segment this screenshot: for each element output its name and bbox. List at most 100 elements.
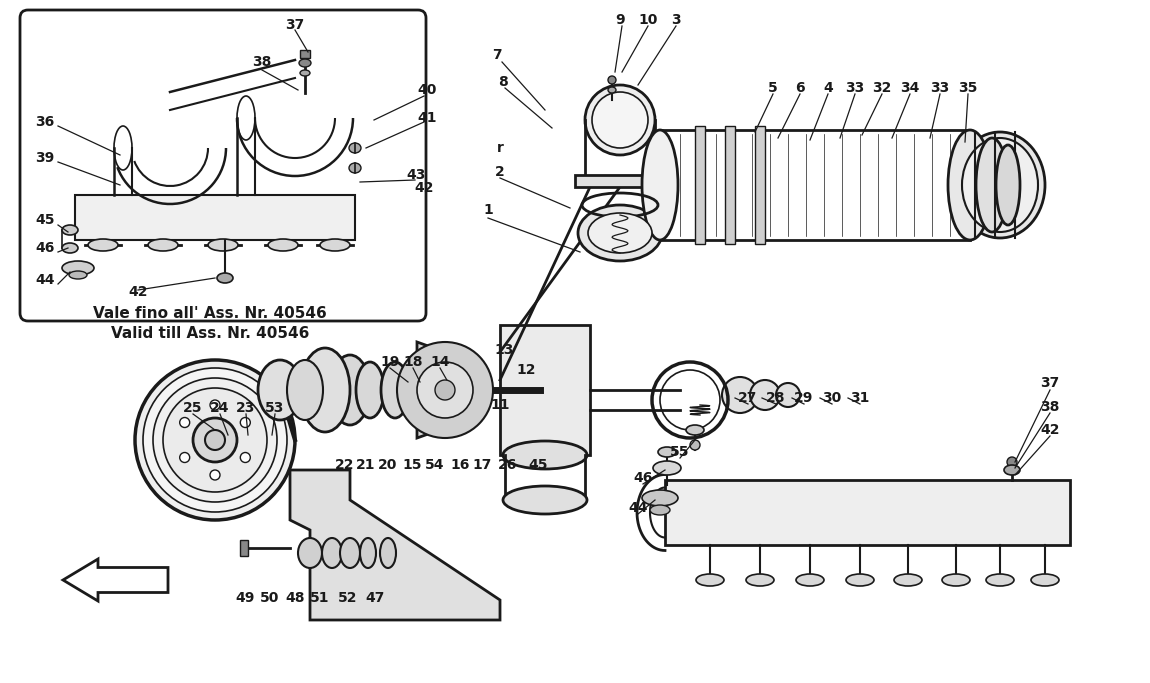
Ellipse shape bbox=[653, 461, 681, 475]
Ellipse shape bbox=[963, 138, 1038, 232]
Text: 7: 7 bbox=[492, 48, 501, 62]
Text: 29: 29 bbox=[795, 391, 814, 405]
Text: 44: 44 bbox=[34, 273, 54, 287]
Text: 45: 45 bbox=[528, 458, 547, 472]
Text: 34: 34 bbox=[900, 81, 920, 95]
Text: 42: 42 bbox=[414, 181, 434, 195]
Text: 16: 16 bbox=[451, 458, 469, 472]
Text: 21: 21 bbox=[356, 458, 376, 472]
Text: 9: 9 bbox=[615, 13, 624, 27]
Text: 31: 31 bbox=[850, 391, 869, 405]
Text: 18: 18 bbox=[404, 355, 423, 369]
Text: 2: 2 bbox=[496, 165, 505, 179]
Circle shape bbox=[179, 453, 190, 462]
Text: 53: 53 bbox=[266, 401, 285, 415]
Text: 26: 26 bbox=[498, 458, 518, 472]
Ellipse shape bbox=[776, 383, 800, 407]
Polygon shape bbox=[575, 175, 665, 187]
Ellipse shape bbox=[208, 239, 238, 251]
Ellipse shape bbox=[608, 76, 616, 84]
Text: 48: 48 bbox=[285, 591, 305, 605]
Ellipse shape bbox=[588, 213, 652, 253]
Text: 1: 1 bbox=[483, 203, 493, 217]
Text: 41: 41 bbox=[417, 111, 437, 125]
Text: 45: 45 bbox=[34, 213, 54, 227]
Text: 23: 23 bbox=[236, 401, 255, 415]
Ellipse shape bbox=[148, 239, 178, 251]
Circle shape bbox=[153, 378, 277, 502]
Text: r: r bbox=[497, 141, 504, 155]
Text: 54: 54 bbox=[426, 458, 445, 472]
Text: 37: 37 bbox=[285, 18, 305, 32]
Circle shape bbox=[205, 430, 225, 450]
Ellipse shape bbox=[300, 70, 311, 76]
Ellipse shape bbox=[585, 85, 656, 155]
Text: 51: 51 bbox=[310, 591, 330, 605]
Ellipse shape bbox=[62, 225, 78, 235]
Text: 5: 5 bbox=[768, 81, 777, 95]
Ellipse shape bbox=[503, 486, 586, 514]
Ellipse shape bbox=[380, 538, 396, 568]
Ellipse shape bbox=[299, 59, 310, 67]
Text: 43: 43 bbox=[406, 168, 426, 182]
Text: 36: 36 bbox=[34, 115, 54, 129]
Ellipse shape bbox=[696, 574, 724, 586]
Polygon shape bbox=[417, 342, 473, 438]
Circle shape bbox=[417, 362, 473, 418]
Text: 20: 20 bbox=[378, 458, 398, 472]
Ellipse shape bbox=[642, 490, 678, 506]
Ellipse shape bbox=[948, 130, 992, 240]
Text: 17: 17 bbox=[473, 458, 492, 472]
Text: 38: 38 bbox=[252, 55, 271, 69]
Text: 35: 35 bbox=[958, 81, 978, 95]
FancyBboxPatch shape bbox=[20, 10, 426, 321]
Circle shape bbox=[179, 417, 190, 428]
Text: 3: 3 bbox=[672, 13, 681, 27]
Circle shape bbox=[210, 400, 220, 410]
Text: 37: 37 bbox=[1041, 376, 1059, 390]
Ellipse shape bbox=[348, 163, 361, 173]
Text: 4: 4 bbox=[823, 81, 833, 95]
Text: 8: 8 bbox=[498, 75, 508, 89]
Polygon shape bbox=[665, 480, 1070, 545]
Ellipse shape bbox=[62, 261, 94, 275]
Ellipse shape bbox=[258, 360, 302, 420]
Text: 52: 52 bbox=[338, 591, 358, 605]
Ellipse shape bbox=[89, 239, 118, 251]
Text: 42: 42 bbox=[1041, 423, 1060, 437]
Ellipse shape bbox=[217, 273, 233, 283]
Text: 49: 49 bbox=[236, 591, 254, 605]
Polygon shape bbox=[75, 195, 355, 240]
Circle shape bbox=[240, 417, 251, 428]
Ellipse shape bbox=[642, 130, 678, 240]
Ellipse shape bbox=[322, 538, 342, 568]
Ellipse shape bbox=[578, 205, 662, 261]
Ellipse shape bbox=[722, 377, 758, 413]
Text: 6: 6 bbox=[795, 81, 805, 95]
Circle shape bbox=[135, 360, 296, 520]
Ellipse shape bbox=[846, 574, 874, 586]
Text: 25: 25 bbox=[183, 401, 202, 415]
Polygon shape bbox=[240, 540, 248, 556]
Ellipse shape bbox=[288, 360, 323, 420]
Text: 55: 55 bbox=[670, 445, 690, 459]
Ellipse shape bbox=[976, 138, 1009, 232]
Text: 33: 33 bbox=[845, 81, 865, 95]
Ellipse shape bbox=[268, 239, 298, 251]
Ellipse shape bbox=[320, 239, 350, 251]
Ellipse shape bbox=[360, 538, 376, 568]
Ellipse shape bbox=[340, 538, 360, 568]
Ellipse shape bbox=[1032, 574, 1059, 586]
Text: 46: 46 bbox=[634, 471, 653, 485]
Ellipse shape bbox=[69, 271, 87, 279]
Ellipse shape bbox=[658, 447, 676, 457]
Text: Vale fino all' Ass. Nr. 40546: Vale fino all' Ass. Nr. 40546 bbox=[93, 305, 327, 320]
Ellipse shape bbox=[690, 440, 700, 450]
Circle shape bbox=[210, 470, 220, 480]
Ellipse shape bbox=[298, 538, 322, 568]
Ellipse shape bbox=[650, 505, 670, 515]
Ellipse shape bbox=[996, 145, 1020, 225]
Ellipse shape bbox=[300, 348, 350, 432]
Text: 40: 40 bbox=[417, 83, 437, 97]
Polygon shape bbox=[500, 325, 590, 455]
